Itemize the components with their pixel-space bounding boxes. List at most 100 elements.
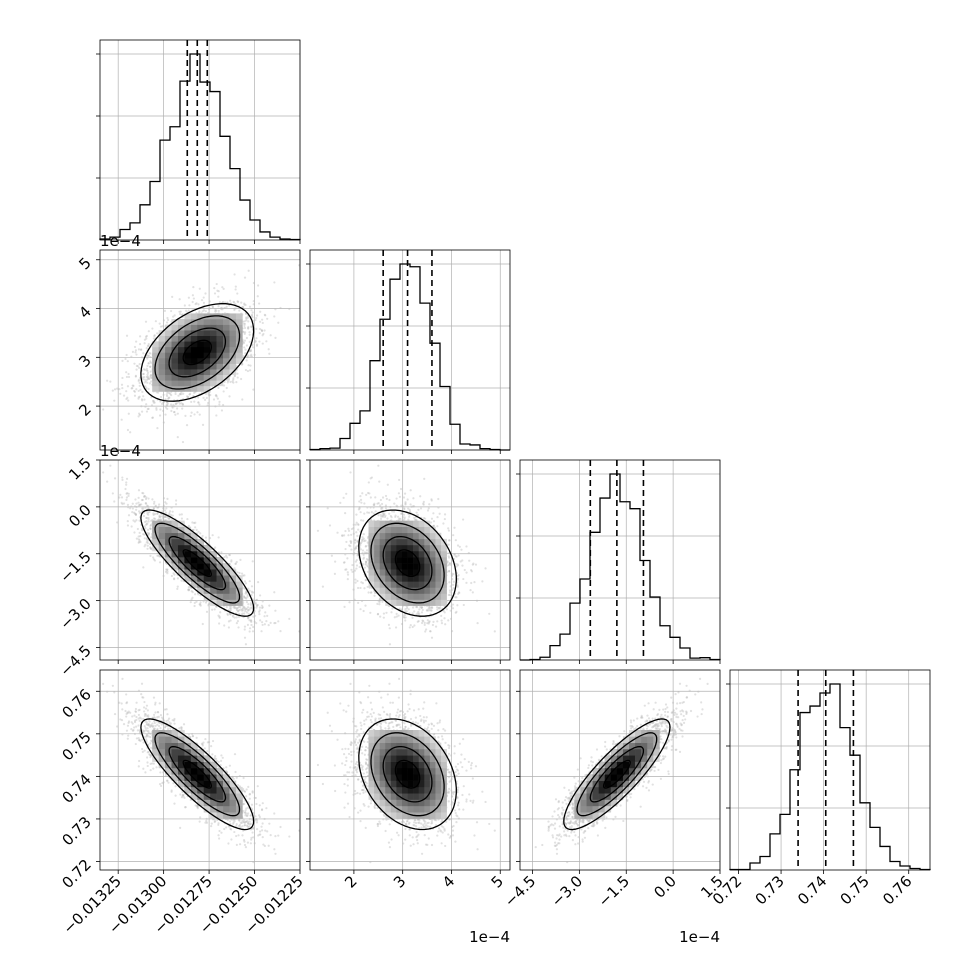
density-cell	[235, 352, 243, 359]
density-cell	[190, 374, 198, 381]
sample-point	[158, 414, 162, 417]
sample-point	[166, 568, 169, 571]
density-cell	[184, 352, 192, 359]
sample-point	[229, 609, 232, 612]
sample-point	[202, 296, 205, 299]
sample-point	[145, 337, 148, 340]
sample-point	[173, 405, 176, 408]
sample-point	[145, 516, 148, 520]
histogram-p3	[729, 683, 931, 871]
density-cell	[158, 385, 166, 392]
contour-level-3	[140, 303, 255, 402]
sample-point	[242, 355, 245, 358]
sample-point	[254, 339, 257, 342]
sample-point	[202, 301, 206, 304]
sample-point	[246, 317, 249, 320]
sample-point	[176, 402, 179, 405]
sample-point	[127, 494, 130, 498]
sample-point	[252, 319, 256, 323]
sample-point	[229, 607, 233, 610]
sample-point	[232, 378, 235, 381]
density-cell	[210, 369, 217, 376]
density-cell	[158, 380, 166, 387]
sample-point	[152, 558, 155, 561]
sample-point	[245, 601, 249, 604]
sample-point	[146, 547, 149, 550]
sample-point	[145, 538, 148, 541]
sample-point	[141, 376, 144, 379]
sample-point	[131, 502, 134, 505]
sample-point	[143, 545, 146, 548]
sample-point	[133, 389, 136, 393]
sample-point	[162, 507, 165, 510]
sample-point	[246, 593, 249, 597]
sample-point	[164, 501, 167, 504]
sample-point	[174, 392, 177, 396]
sample-point	[166, 568, 169, 572]
density-cell	[158, 374, 166, 381]
density-cell	[190, 380, 198, 387]
sample-point	[129, 507, 132, 510]
sample-point	[249, 348, 253, 352]
sample-point	[241, 398, 244, 401]
sample-point	[118, 496, 121, 499]
sample-point	[130, 525, 133, 528]
sample-point	[220, 306, 224, 309]
sample-point	[133, 531, 136, 534]
sample-point	[166, 391, 169, 394]
sample-point	[126, 396, 129, 399]
sample-point	[119, 392, 122, 395]
sample-point	[242, 322, 245, 325]
sample-point	[194, 593, 197, 596]
sample-point	[232, 381, 235, 384]
sample-point	[250, 326, 253, 329]
density-cell	[165, 380, 172, 387]
sample-point	[161, 325, 164, 328]
sample-point	[120, 501, 123, 504]
density-cell	[235, 346, 243, 353]
histogram-p0-frame	[99, 39, 301, 241]
density-cell	[184, 346, 192, 353]
sample-point	[147, 330, 150, 333]
sample-point	[210, 548, 213, 551]
sample-point	[252, 346, 255, 349]
sample-point	[181, 440, 185, 444]
sample-point	[158, 322, 161, 325]
density-cell	[190, 324, 198, 331]
sample-point	[250, 309, 253, 312]
sample-point	[152, 517, 156, 520]
density-cell	[177, 374, 185, 381]
sample-point	[231, 380, 234, 383]
sample-point	[162, 497, 166, 500]
sample-point	[147, 513, 150, 516]
sample-point	[233, 375, 236, 378]
sample-point	[225, 556, 229, 559]
sample-point	[215, 414, 218, 417]
sample-point	[145, 519, 148, 523]
density-cell	[235, 341, 243, 348]
sample-point	[138, 531, 141, 534]
sample-point	[204, 536, 208, 539]
sample-point	[150, 376, 153, 380]
sample-point	[228, 607, 232, 610]
sample-point	[121, 502, 124, 506]
sample-point	[133, 345, 137, 349]
sample-point	[243, 612, 246, 615]
sample-point	[166, 402, 169, 405]
sample-point	[251, 316, 254, 319]
sample-point	[254, 318, 257, 322]
sample-point	[185, 424, 189, 427]
sample-point	[186, 396, 189, 399]
sample-point	[133, 511, 136, 514]
sample-point	[250, 353, 253, 356]
sample-point	[144, 320, 148, 323]
sample-point	[243, 332, 246, 335]
sample-point	[127, 372, 130, 376]
sample-point	[137, 535, 140, 538]
sample-point	[131, 350, 135, 353]
density-cell	[158, 358, 166, 364]
density-cell	[216, 335, 224, 342]
sample-point	[168, 517, 171, 520]
sample-point	[131, 511, 134, 514]
sample-point	[207, 603, 210, 606]
